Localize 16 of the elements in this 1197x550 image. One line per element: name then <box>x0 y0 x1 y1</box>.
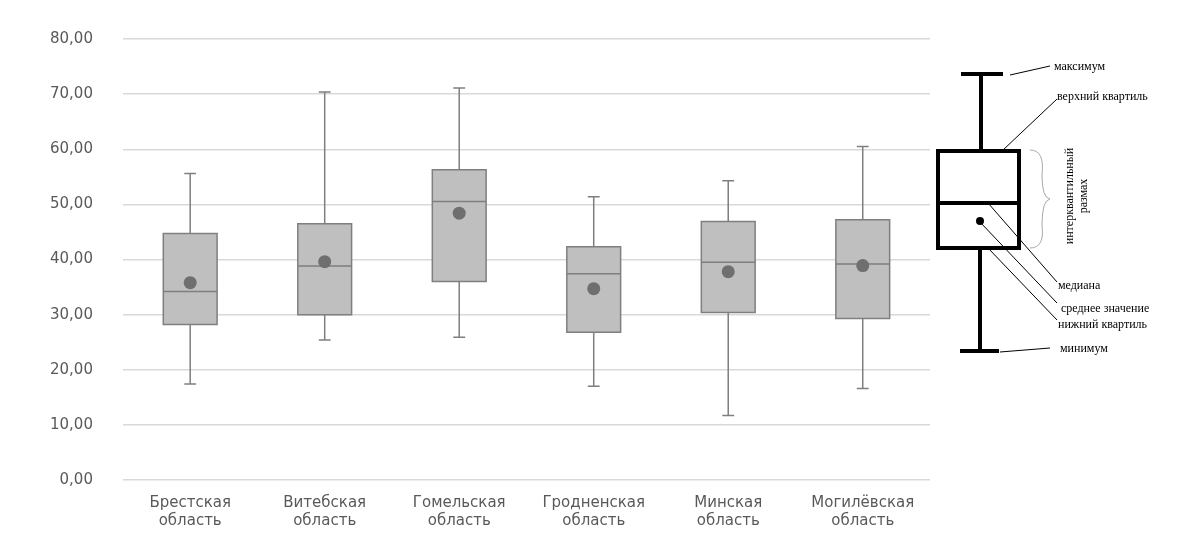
box-plot-key: максимум верхний квартиль интерквантильный размах медиана среднее значение нижний квартиль минимум <box>930 0 1197 550</box>
y-tick-label: 50,00 <box>49 194 93 213</box>
y-tick-label: 0,00 <box>59 469 93 488</box>
x-tick-label: Витебская область <box>283 492 367 529</box>
y-tick-label: 60,00 <box>49 139 93 158</box>
y-tick-label: 70,00 <box>49 84 93 103</box>
x-tick-label: Могилёвская область <box>811 492 915 529</box>
x-tick-label: Гродненская область <box>542 492 646 529</box>
x-tick-label: Минская область <box>694 492 763 529</box>
x-tick-label: Гомельская область <box>412 492 506 529</box>
y-tick-label: 80,00 <box>49 28 93 47</box>
x-tick-label: Брестская область <box>149 492 231 529</box>
y-tick-label: 20,00 <box>49 359 93 378</box>
y-tick-label: 30,00 <box>49 304 93 323</box>
y-tick-label: 10,00 <box>49 414 93 433</box>
y-tick-label: 40,00 <box>49 249 93 268</box>
